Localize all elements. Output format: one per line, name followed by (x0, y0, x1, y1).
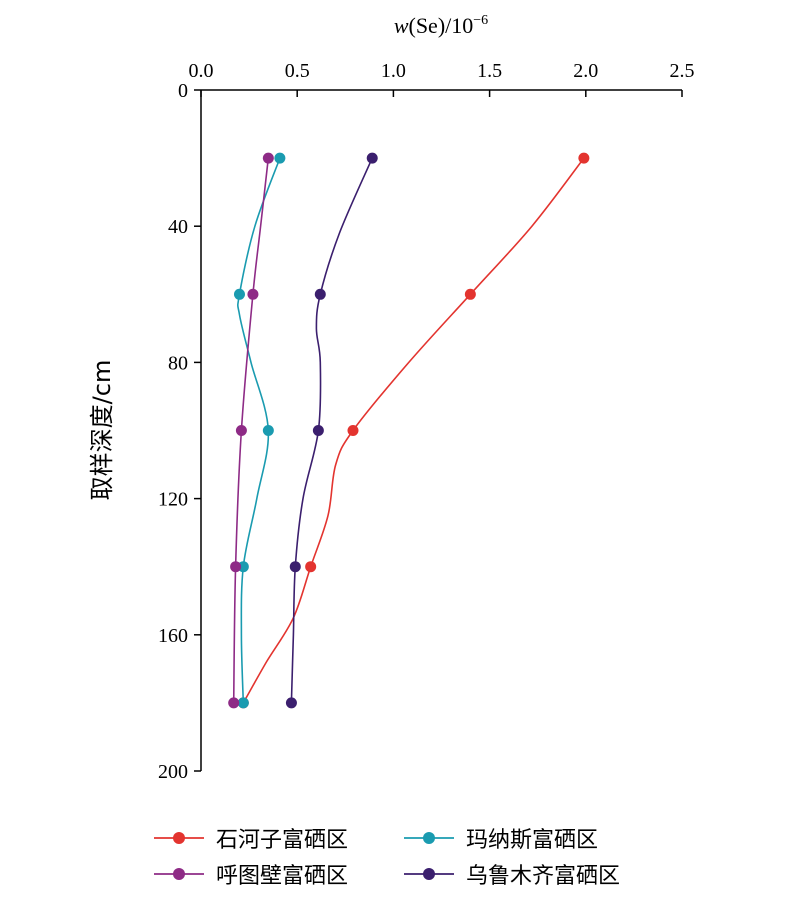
legend-swatch-hutubi (154, 868, 204, 880)
data-point-urumqi (312, 425, 324, 436)
legend-label-hutubi: 呼图壁富硒区 (216, 864, 349, 889)
y-tick-label: 160 (158, 625, 188, 647)
x-axis-title-unit: (Se)/10 (409, 13, 474, 38)
y-axis-title: 取样深度/cm (88, 360, 116, 501)
y-tick-label: 120 (158, 489, 188, 511)
legend-swatch-shihezi (154, 832, 204, 844)
legend-item-urumqi: 乌鲁木齐富硒区 (400, 856, 620, 892)
series-line-urumqi (290, 157, 373, 703)
series-urumqi (285, 152, 378, 709)
data-point-shihezi (464, 288, 476, 300)
series-shihezi (237, 152, 590, 709)
legend-swatch-manasi (404, 832, 454, 844)
series-hutubi (228, 152, 274, 709)
legend-label-manasi: 玛纳斯富硒区 (466, 828, 599, 853)
x-tick-label: 2.0 (573, 60, 598, 82)
legend-label-urumqi: 乌鲁木齐富硒区 (466, 864, 621, 889)
data-point-manasi (237, 561, 249, 573)
data-point-shihezi (305, 561, 317, 573)
data-point-manasi (262, 425, 274, 436)
data-point-urumqi (285, 697, 297, 709)
x-tick-label: 1.0 (381, 60, 406, 82)
y-tick-label: 40 (168, 216, 188, 238)
data-point-shihezi (347, 425, 359, 436)
y-tick-label: 0 (178, 80, 188, 102)
x-tick-label: 0.0 (189, 60, 214, 82)
legend-swatch-urumqi (404, 868, 454, 880)
series-group (228, 152, 590, 709)
data-point-hutubi (230, 561, 242, 573)
legend-item-manasi: 玛纳斯富硒区 (400, 820, 598, 856)
x-tick-label: 0.5 (285, 60, 310, 82)
x-axis-title-exponent: −6 (473, 13, 488, 28)
x-axis-title-text: w(Se)/10−6 (394, 13, 488, 38)
series-line-hutubi (232, 158, 270, 703)
series-line-shihezi (242, 157, 585, 704)
legend-item-shihezi: 石河子富硒区 (150, 820, 348, 856)
data-point-urumqi (289, 561, 301, 573)
x-tick-label: 2.5 (670, 60, 695, 82)
data-point-manasi (274, 152, 286, 164)
data-point-manasi (233, 288, 245, 300)
data-point-hutubi (228, 697, 240, 709)
data-point-urumqi (366, 152, 378, 164)
data-point-hutubi (262, 152, 274, 164)
x-tick-label: 1.5 (477, 60, 502, 82)
y-axis-title-text: 取样深度/cm (88, 360, 116, 501)
data-point-manasi (237, 697, 249, 709)
data-point-shihezi (578, 152, 590, 164)
y-tick-label: 200 (158, 761, 188, 783)
series-line-manasi (237, 157, 281, 703)
x-axis-title-variable: w (394, 13, 409, 38)
data-point-hutubi (247, 288, 259, 300)
data-point-urumqi (314, 288, 326, 300)
y-tick-label: 80 (168, 352, 188, 374)
x-axis-title: w(Se)/10−6 (394, 13, 488, 38)
legend-item-hutubi: 呼图壁富硒区 (150, 856, 348, 892)
series-manasi (233, 152, 286, 709)
data-point-hutubi (235, 425, 247, 436)
axes: 0.0 0.5 1.0 1.5 2.0 2.5 0 40 80 120 160 200 (158, 60, 695, 783)
legend-label-shihezi: 石河子富硒区 (216, 828, 349, 853)
